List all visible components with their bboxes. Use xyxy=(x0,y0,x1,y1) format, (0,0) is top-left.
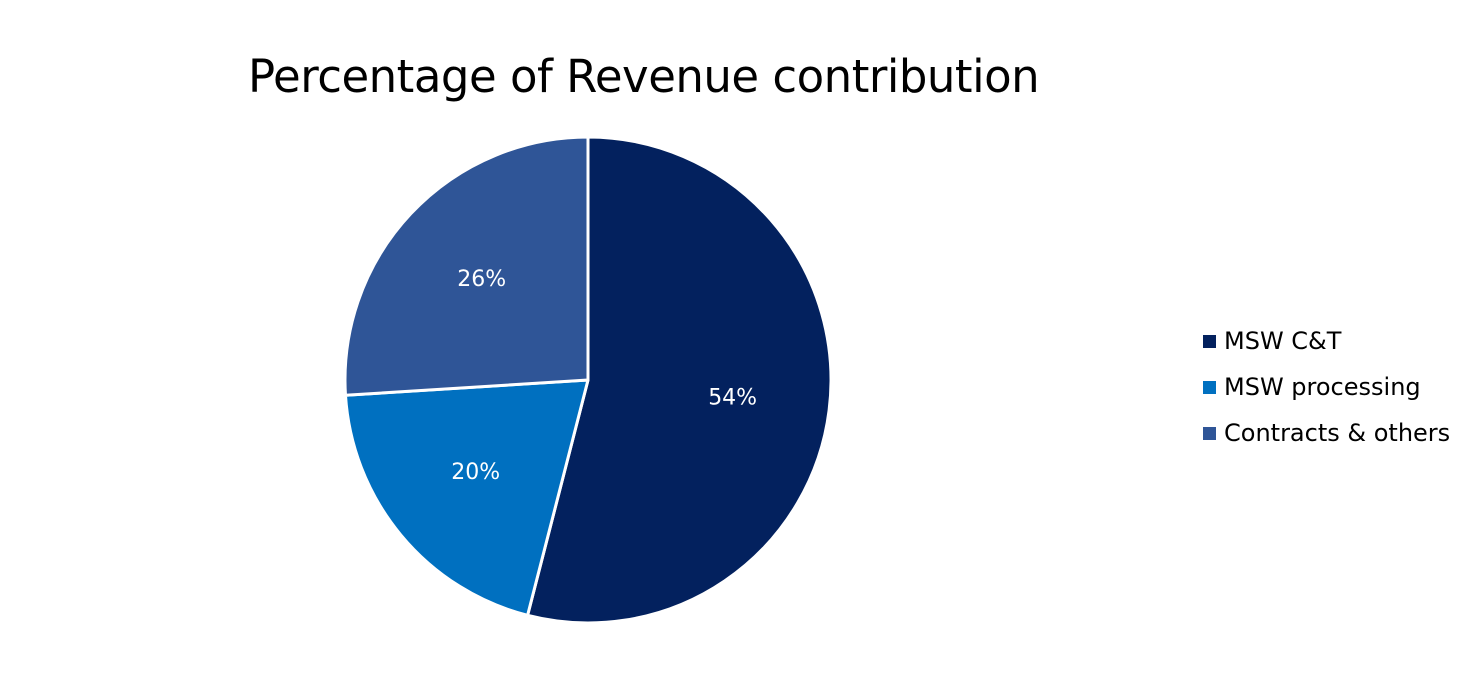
legend-item-3: Contracts & others xyxy=(1203,410,1450,456)
data-label-1: 54% xyxy=(708,385,757,410)
legend-item-2: MSW processing xyxy=(1203,364,1450,410)
legend-label: Contracts & others xyxy=(1224,419,1451,447)
data-label-3: 26% xyxy=(457,267,506,292)
legend: MSW C&T MSW processing Contracts & others xyxy=(1203,318,1450,456)
pie-slices xyxy=(343,135,833,625)
legend-swatch xyxy=(1203,380,1216,394)
chart-title: Percentage of Revenue contribution xyxy=(248,50,1040,103)
data-label-2: 20% xyxy=(451,460,500,485)
pie-data-labels: 54% 20% 26% xyxy=(451,267,757,485)
pie-slice-2 xyxy=(343,378,590,617)
legend-swatch xyxy=(1203,426,1216,440)
pie-slice-1 xyxy=(526,135,833,625)
legend-label: MSW C&T xyxy=(1224,327,1342,355)
legend-label: MSW processing xyxy=(1224,373,1421,401)
legend-swatch xyxy=(1203,334,1216,348)
legend-item-1: MSW C&T xyxy=(1203,318,1450,364)
pie-slice-3 xyxy=(343,135,590,397)
